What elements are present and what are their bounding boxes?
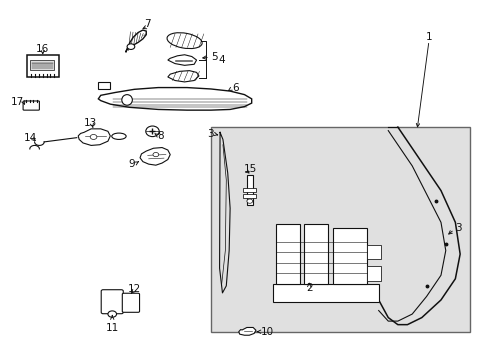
Bar (273, 284, 378, 302)
Bar (243, 188, 256, 192)
Text: 8: 8 (157, 131, 163, 141)
Text: 9: 9 (128, 159, 135, 169)
Text: 11: 11 (105, 323, 119, 333)
Text: 6: 6 (232, 82, 239, 93)
Ellipse shape (112, 133, 126, 139)
Text: 5: 5 (210, 52, 217, 62)
Bar (332, 228, 366, 284)
Ellipse shape (167, 33, 202, 49)
Bar (246, 175, 252, 205)
Bar (366, 266, 380, 280)
Text: 3: 3 (454, 222, 461, 233)
Text: 7: 7 (144, 19, 151, 29)
Bar (304, 224, 328, 284)
Text: 13: 13 (83, 118, 97, 128)
Polygon shape (98, 87, 251, 110)
Polygon shape (140, 148, 170, 165)
Bar (275, 224, 299, 284)
Text: 12: 12 (127, 284, 141, 294)
FancyBboxPatch shape (23, 101, 40, 110)
Text: 16: 16 (36, 45, 49, 54)
Polygon shape (78, 129, 110, 145)
Text: 4: 4 (218, 55, 224, 65)
Text: 14: 14 (24, 133, 37, 143)
Polygon shape (238, 328, 256, 335)
Circle shape (246, 199, 252, 203)
Polygon shape (167, 71, 199, 82)
Text: 3: 3 (206, 129, 213, 139)
Ellipse shape (145, 126, 159, 136)
Bar (243, 194, 256, 198)
Circle shape (127, 44, 135, 49)
Bar (366, 245, 380, 259)
FancyBboxPatch shape (101, 290, 123, 314)
Circle shape (90, 135, 97, 139)
Text: 1: 1 (425, 32, 431, 42)
Text: 10: 10 (261, 327, 274, 337)
Text: 2: 2 (305, 283, 312, 293)
FancyBboxPatch shape (122, 293, 139, 312)
Bar (210, 127, 469, 332)
Ellipse shape (122, 95, 132, 105)
Circle shape (153, 153, 159, 157)
Circle shape (108, 311, 116, 317)
Polygon shape (167, 55, 196, 66)
Bar (98, 82, 110, 89)
FancyBboxPatch shape (27, 55, 59, 77)
Text: 17: 17 (11, 98, 24, 107)
Text: 15: 15 (243, 165, 256, 174)
Polygon shape (125, 30, 146, 52)
FancyBboxPatch shape (30, 60, 54, 70)
